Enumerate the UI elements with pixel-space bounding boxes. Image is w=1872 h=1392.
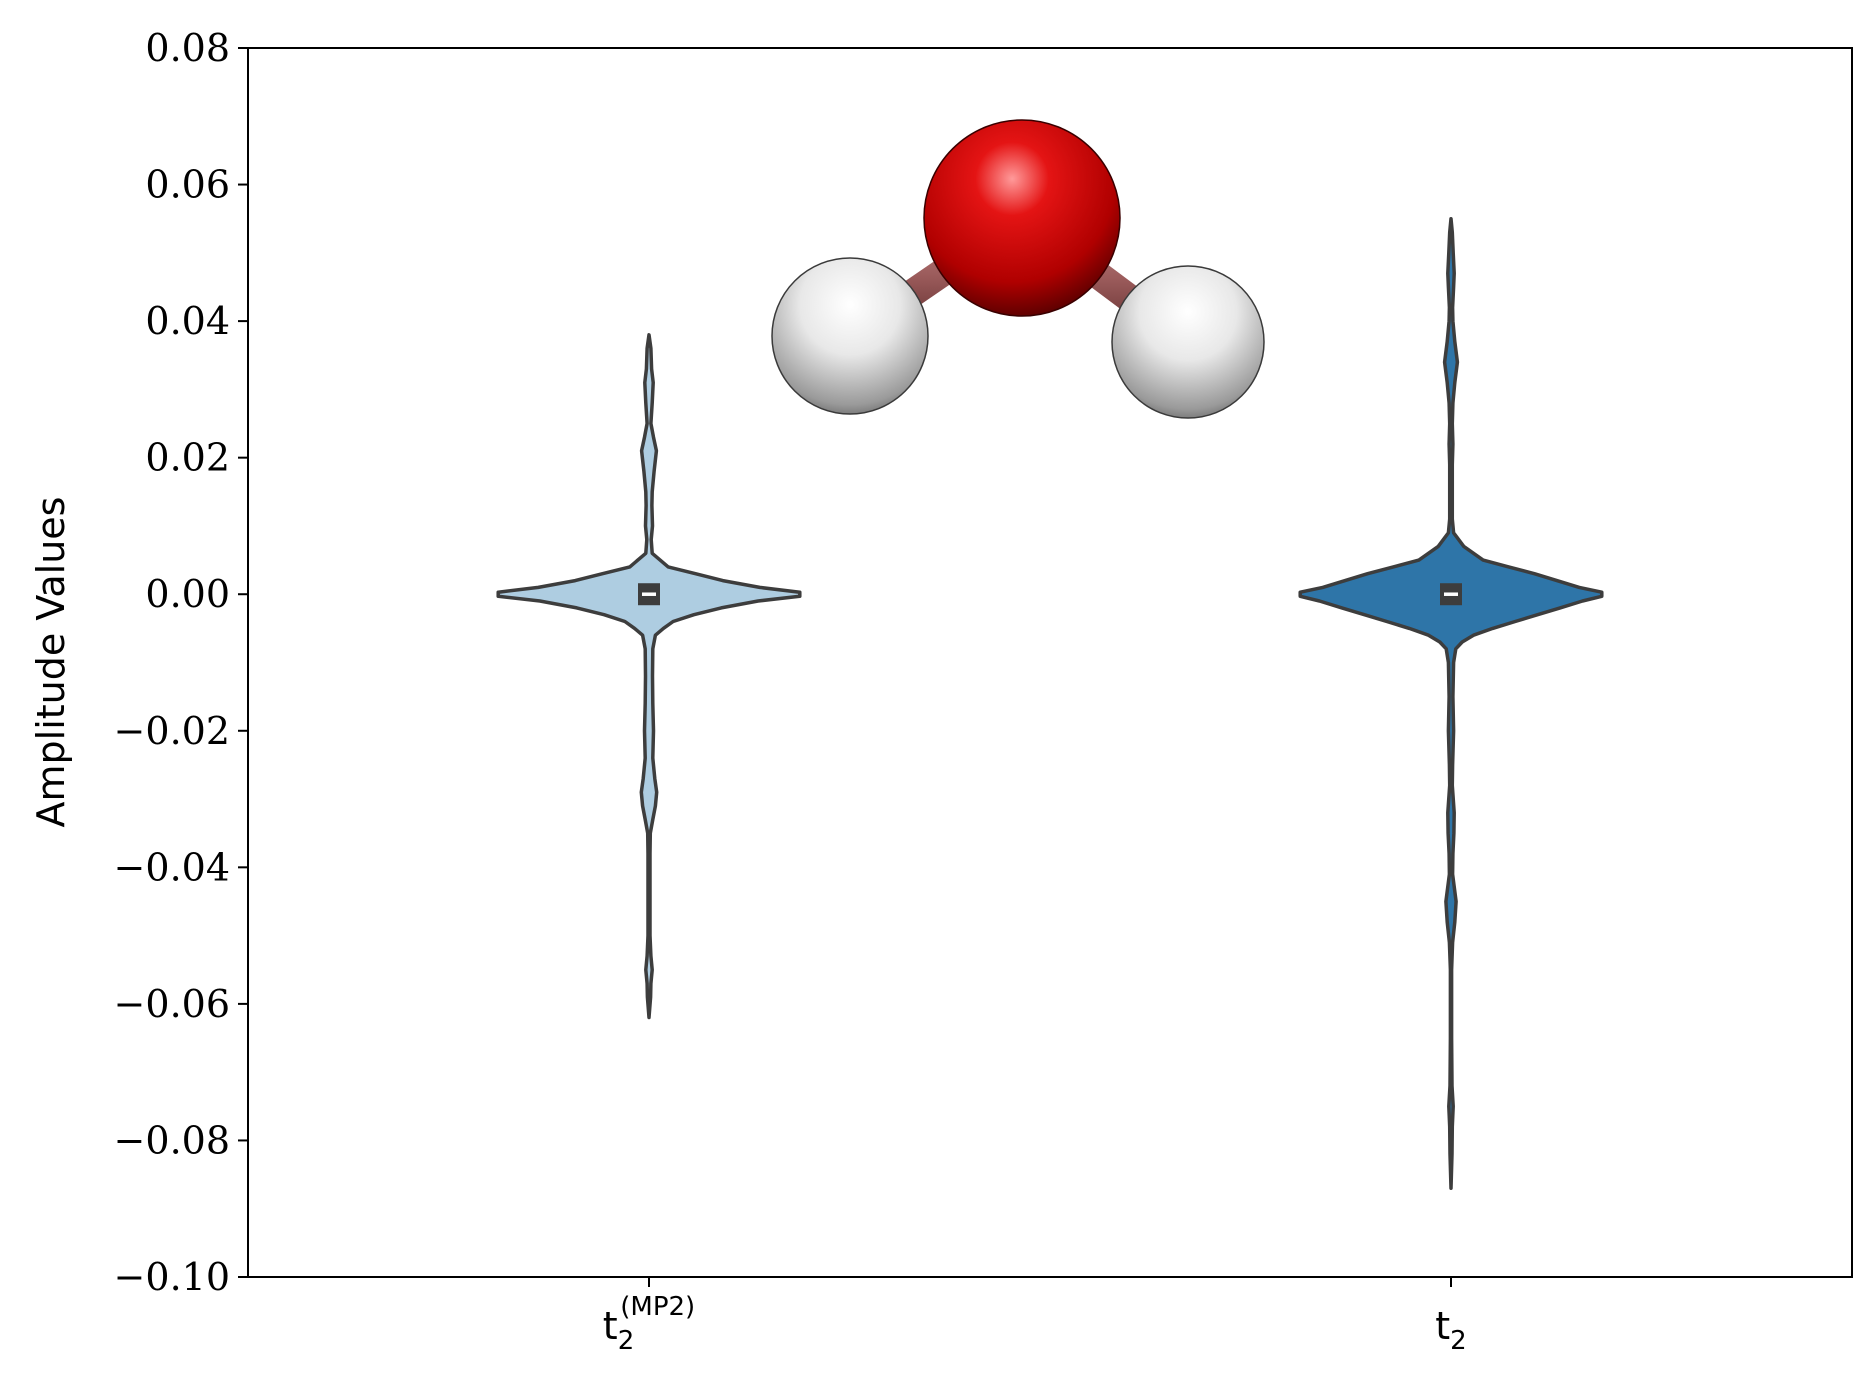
y-tick-label: −0.10 [114,1255,230,1299]
y-tick-label: 0.06 [145,163,230,207]
water-molecule-image [771,119,1265,419]
violins [496,216,1604,1190]
y-tick-label: −0.06 [114,982,230,1026]
violin-body [496,333,802,1020]
x-tick-label: t2 [1435,1304,1466,1356]
y-tick-label: 0.02 [145,436,230,480]
y-tick-label: −0.02 [114,709,230,753]
violin-body [1298,216,1604,1190]
hydrogen-atom-right [1111,265,1265,419]
y-tick-label: −0.04 [114,845,230,889]
y-tick-label: 0.00 [145,572,230,616]
x-tick-label: t2(MP2) [603,1292,695,1356]
y-axis: 0.08 0.06 0.04 0.02 0.00 −0.02 −0.04 −0.06 −0.08… [114,26,248,1299]
x-axis: t2(MP2) t2 [603,1277,1467,1356]
y-tick-label: 0.08 [145,26,230,70]
y-tick-label: −0.08 [114,1118,230,1162]
oxygen-atom [923,119,1121,317]
y-tick-label: 0.04 [145,299,230,343]
y-axis-title: Amplitude Values [29,497,73,828]
hydrogen-atom-left [771,257,929,415]
